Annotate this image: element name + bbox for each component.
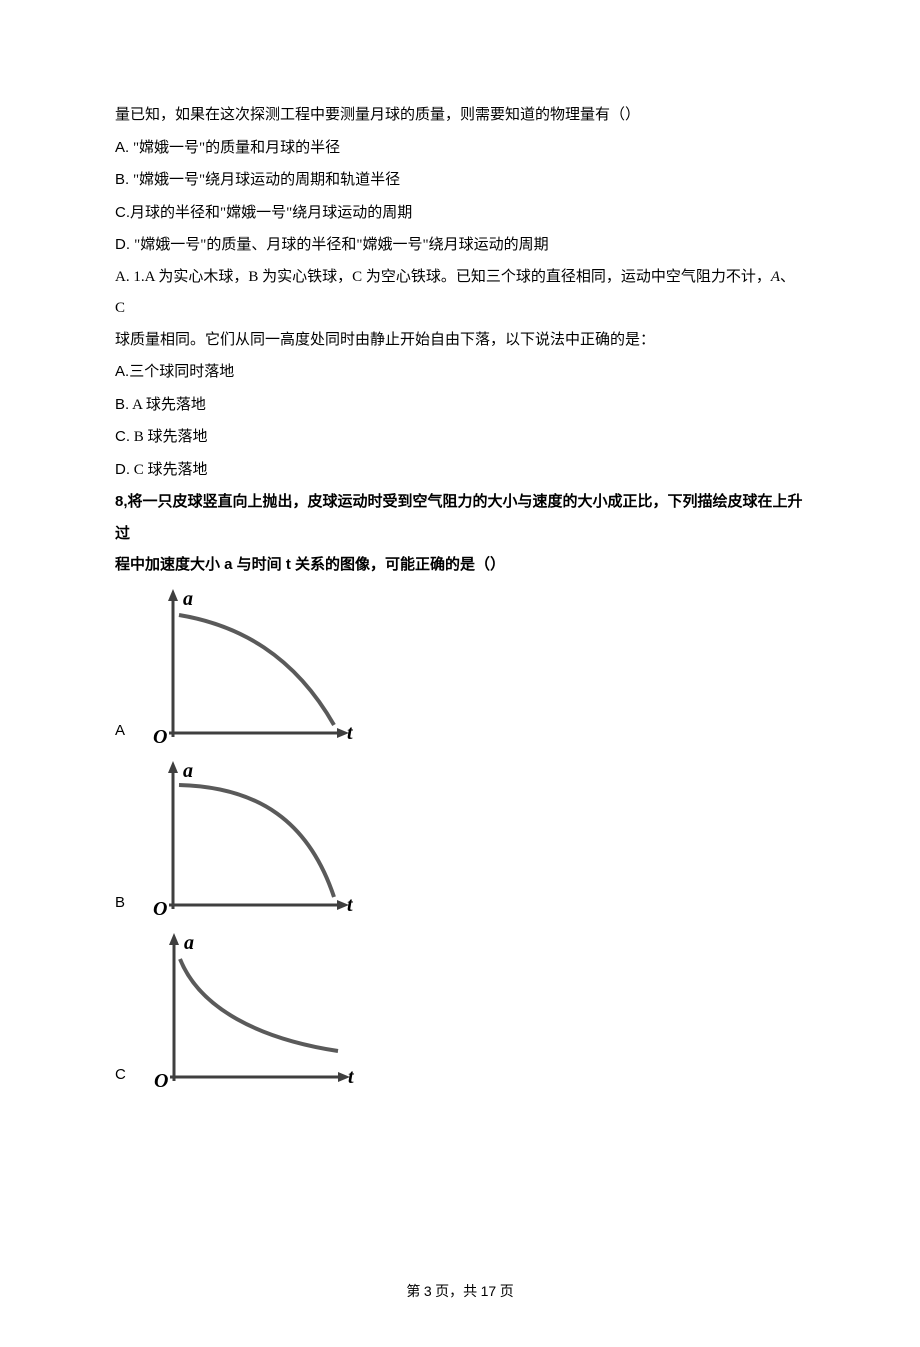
q7-stem-1a: A. 1.A 为实心木球，B 为实心铁球，C 为空心铁球。已知三个球的直径相同，…	[115, 269, 771, 285]
q7-option-d: D. C 球先落地	[115, 454, 805, 487]
svg-text:a: a	[184, 932, 194, 954]
page-content: 量已知，如果在这次探测工程中要测量月球的质量，则需要知道的物理量有（） A. "…	[0, 0, 920, 1347]
graph-b-svg: a t O	[129, 757, 359, 925]
page-footer: 第 3 页，共 17 页	[115, 1277, 805, 1307]
svg-text:t: t	[347, 722, 354, 744]
q8-stem-2: 程中加速度大小 a 与时间 t 关系的图像，可能正确的是（）	[115, 549, 805, 581]
q7-b-text: A 球先落地	[129, 397, 206, 413]
svg-text:O: O	[153, 726, 167, 748]
q7-option-c: C. B 球先落地	[115, 421, 805, 454]
q6-tail: 量已知，如果在这次探测工程中要测量月球的质量，则需要知道的物理量有（）	[115, 100, 805, 132]
svg-text:t: t	[348, 1066, 355, 1088]
footer-mid: 页，共	[435, 1285, 477, 1300]
graph-c-letter: C	[115, 1059, 126, 1097]
q6-option-d: D. "嫦娥一号"的质量、月球的半径和"嫦娥一号"绕月球运动的周期	[115, 229, 805, 262]
q7-option-a: A.三个球同时落地	[115, 356, 805, 389]
q6-a-text: "嫦娥一号"的质量和月球的半径	[129, 140, 340, 156]
svg-text:O: O	[154, 1070, 168, 1092]
footer-prefix: 第	[406, 1285, 420, 1300]
q6-option-c: C.月球的半径和"嫦娥一号"绕月球运动的周期	[115, 197, 805, 230]
graph-c-row: C a t O	[115, 929, 805, 1097]
q6-option-a: A. "嫦娥一号"的质量和月球的半径	[115, 132, 805, 165]
q7-option-b: B. A 球先落地	[115, 389, 805, 422]
graph-c-svg: a t O	[130, 929, 360, 1097]
q6-d-text: "嫦娥一号"的质量、月球的半径和"嫦娥一号"绕月球运动的周期	[134, 237, 549, 253]
q8-stem-1: 8,将一只皮球竖直向上抛出，皮球运动时受到空气阻力的大小与速度的大小成正比，下列…	[115, 486, 805, 549]
q7-stem-2: 球质量相同。它们从同一高度处同时由静止开始自由下落，以下说法中正确的是：	[115, 325, 805, 357]
graph-b-letter: B	[115, 887, 125, 925]
svg-text:a: a	[183, 588, 193, 610]
graph-a-svg: a t O	[129, 585, 359, 753]
svg-text:O: O	[153, 898, 167, 920]
graph-a-letter: A	[115, 715, 125, 753]
footer-page: 3	[424, 1283, 432, 1299]
svg-text:a: a	[183, 760, 193, 782]
q7-a-text: 三个球同时落地	[129, 364, 234, 380]
q7-stem-1-italic: A	[771, 269, 780, 285]
footer-total: 17	[481, 1283, 497, 1299]
q6-option-b: B. "嫦娥一号"绕月球运动的周期和轨道半径	[115, 164, 805, 197]
q7-stem-1: A. 1.A 为实心木球，B 为实心铁球，C 为空心铁球。已知三个球的直径相同，…	[115, 262, 805, 325]
q7-c-text: B 球先落地	[130, 429, 208, 445]
graph-a: a t O	[129, 585, 359, 753]
graph-c: a t O	[130, 929, 360, 1097]
svg-text:t: t	[347, 894, 354, 916]
graph-a-row: A a t O	[115, 585, 805, 753]
graph-b: a t O	[129, 757, 359, 925]
footer-suffix: 页	[500, 1285, 514, 1300]
q6-c-text: 月球的半径和"嫦娥一号"绕月球运动的周期	[130, 205, 412, 221]
graph-b-row: B a t O	[115, 757, 805, 925]
q6-b-text: "嫦娥一号"绕月球运动的周期和轨道半径	[129, 172, 400, 188]
q7-d-text: C 球先落地	[130, 462, 208, 478]
